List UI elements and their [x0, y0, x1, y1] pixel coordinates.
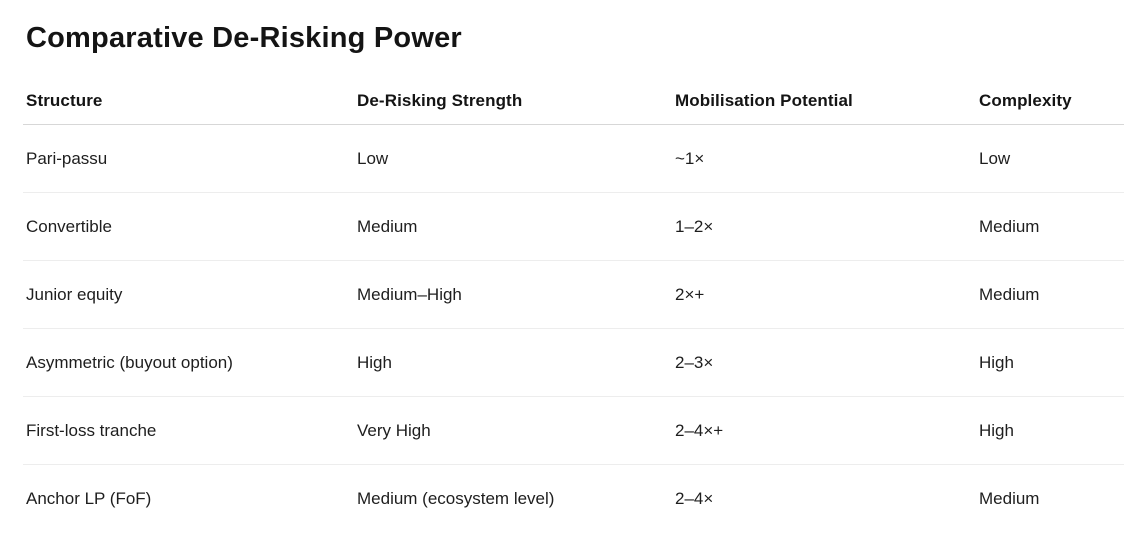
table-row: Anchor LP (FoF) Medium (ecosystem level)… — [23, 465, 1124, 533]
cell-strength: Very High — [357, 420, 431, 440]
cell-structure: Anchor LP (FoF) — [26, 489, 152, 508]
cell-strength: Medium–High — [357, 284, 462, 304]
column-header-mobilisation: Mobilisation Potential — [675, 91, 853, 110]
cell-mobilisation: 1–2× — [675, 216, 714, 236]
column-header-structure: Structure — [26, 91, 103, 110]
table-row: Junior equity Medium–High 2×+ Medium — [23, 261, 1124, 329]
table-row: Convertible Medium 1–2× Medium — [23, 193, 1124, 261]
cell-mobilisation: 2×+ — [675, 284, 705, 304]
cell-strength: Low — [357, 148, 389, 168]
comparison-table: Structure De-Risking Strength Mobilisati… — [23, 56, 1124, 533]
cell-strength: High — [357, 352, 392, 372]
page-title: Comparative De-Risking Power — [26, 22, 462, 54]
cell-complexity: Medium — [979, 489, 1040, 508]
cell-complexity: Medium — [979, 284, 1040, 304]
table-row: Pari-passu Low ~1× Low — [23, 125, 1124, 193]
table-row: Asymmetric (buyout option) High 2–3× Hig… — [23, 329, 1124, 397]
cell-mobilisation: 2–3× — [675, 352, 714, 372]
cell-structure: Junior equity — [26, 284, 123, 304]
cell-mobilisation: 2–4× — [675, 489, 714, 508]
column-header-complexity: Complexity — [979, 91, 1072, 110]
cell-complexity: High — [979, 352, 1014, 372]
table-header-row: Structure De-Risking Strength Mobilisati… — [23, 56, 1124, 125]
column-header-strength: De-Risking Strength — [357, 91, 523, 110]
cell-complexity: Medium — [979, 216, 1040, 236]
cell-strength: Medium (ecosystem level) — [357, 489, 555, 508]
page: Comparative De-Risking Power Structure D… — [0, 20, 1126, 554]
table-row: First-loss tranche Very High 2–4×+ High — [23, 397, 1124, 465]
cell-mobilisation: ~1× — [675, 148, 705, 168]
cell-structure: First-loss tranche — [26, 420, 157, 440]
cell-strength: Medium — [357, 216, 418, 236]
cell-complexity: High — [979, 420, 1014, 440]
cell-structure: Asymmetric (buyout option) — [26, 352, 233, 372]
cell-mobilisation: 2–4×+ — [675, 420, 724, 440]
cell-complexity: Low — [979, 148, 1011, 168]
cell-structure: Convertible — [26, 216, 112, 236]
cell-structure: Pari-passu — [26, 148, 108, 168]
